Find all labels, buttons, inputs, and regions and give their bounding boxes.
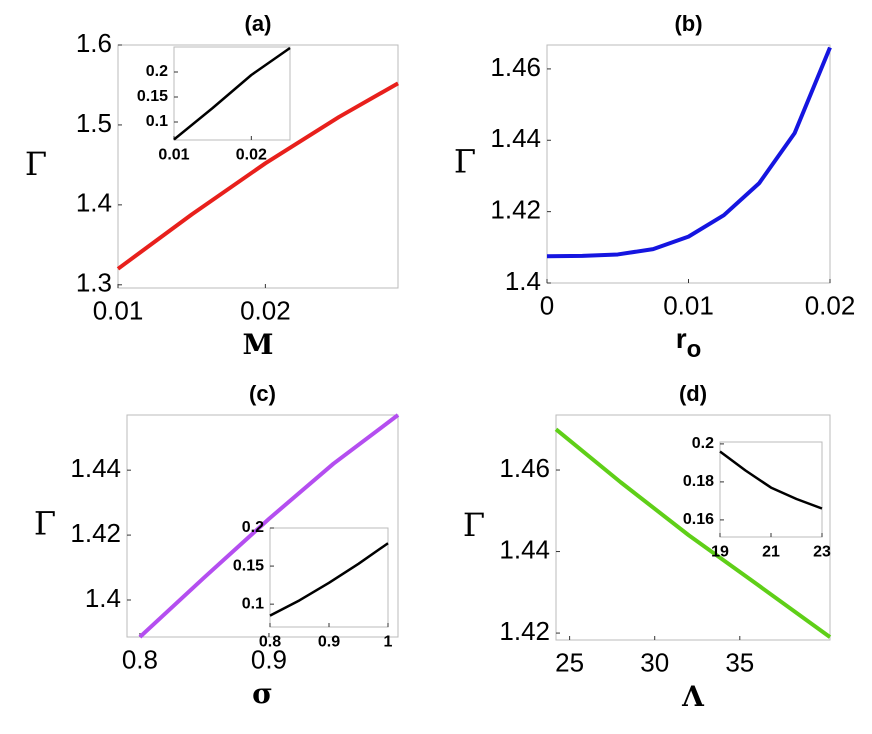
y-tick-label: 0.1 [242, 595, 264, 612]
x-tick-label: 21 [762, 543, 780, 560]
x-tick-label: 0.02 [236, 146, 267, 163]
x-tick-label: 0.9 [251, 645, 287, 675]
x-axis-label-main: σ [252, 677, 273, 710]
panel-title: (a) [245, 11, 272, 36]
x-tick-label: 1 [384, 633, 393, 650]
y-tick-label: 1.42 [499, 616, 550, 646]
x-tick-label: 0.01 [93, 296, 144, 326]
x-axis-label-main: M [243, 328, 274, 361]
x-tick-label: 23 [813, 543, 831, 560]
panel-title: (b) [674, 11, 702, 36]
y-tick-label: 0.18 [683, 473, 714, 490]
y-tick-label: 1.44 [499, 534, 550, 564]
y-tick-label: 1.5 [76, 108, 112, 138]
data-line [116, 81, 399, 271]
x-axis-label-main: Λ [681, 680, 705, 713]
x-tick-label: 0.02 [805, 291, 856, 321]
y-axis-label: Γ [454, 143, 476, 181]
x-tick-label: 19 [711, 543, 729, 560]
x-tick-label: 25 [555, 648, 584, 678]
x-axis-label-subscript: o [687, 336, 702, 363]
y-tick-label: 1.44 [490, 123, 541, 153]
y-tick-label: 1.4 [76, 188, 112, 218]
y-tick-label: 1.4 [505, 266, 541, 296]
y-tick-label: 1.42 [490, 195, 541, 225]
x-tick-label: 35 [725, 648, 754, 678]
x-tick-label: 0 [540, 291, 554, 321]
x-axis-label-main: r [676, 323, 687, 354]
x-tick-label: 0.8 [259, 633, 281, 650]
y-tick-label: 1.46 [490, 52, 541, 82]
y-tick-label: 1.42 [70, 518, 121, 548]
y-tick-label: 1.4 [85, 583, 121, 613]
x-axis-label: ro [676, 323, 702, 363]
y-axis-label: Γ [34, 505, 56, 543]
y-axis-label: Γ [25, 145, 47, 183]
plot-frame [719, 441, 823, 538]
x-tick-label: 0.01 [663, 291, 714, 321]
x-tick-label: 0.8 [122, 645, 158, 675]
y-tick-label: 0.1 [146, 113, 168, 130]
data-line [173, 46, 291, 141]
panel-title: (c) [249, 381, 276, 406]
y-tick-label: 1.46 [499, 453, 550, 483]
x-axis-label: Λ [681, 680, 705, 713]
y-tick-label: 0.2 [146, 63, 168, 80]
plot-frame [269, 527, 389, 628]
data-line [554, 427, 832, 639]
plot-frame [546, 44, 831, 284]
data-line [269, 542, 389, 617]
y-axis-label: Γ [463, 506, 485, 544]
x-tick-label: 0.9 [318, 633, 340, 650]
y-tick-label: 0.15 [233, 557, 264, 574]
data-line [138, 413, 400, 639]
y-tick-label: 1.6 [76, 28, 112, 58]
x-tick-label: 0.02 [240, 296, 291, 326]
x-tick-label: 30 [640, 648, 669, 678]
y-tick-label: 0.2 [242, 519, 264, 536]
x-axis-label: M [243, 328, 274, 361]
y-tick-label: 0.2 [692, 435, 714, 452]
y-tick-label: 1.44 [70, 453, 121, 483]
data-line [546, 46, 832, 259]
y-tick-label: 1.3 [76, 268, 112, 298]
y-tick-label: 0.16 [683, 511, 714, 528]
panel-title: (d) [679, 381, 707, 406]
x-tick-label: 0.01 [158, 146, 189, 163]
x-axis-label: σ [252, 677, 273, 710]
data-line [719, 450, 823, 510]
y-tick-label: 0.15 [137, 88, 168, 105]
